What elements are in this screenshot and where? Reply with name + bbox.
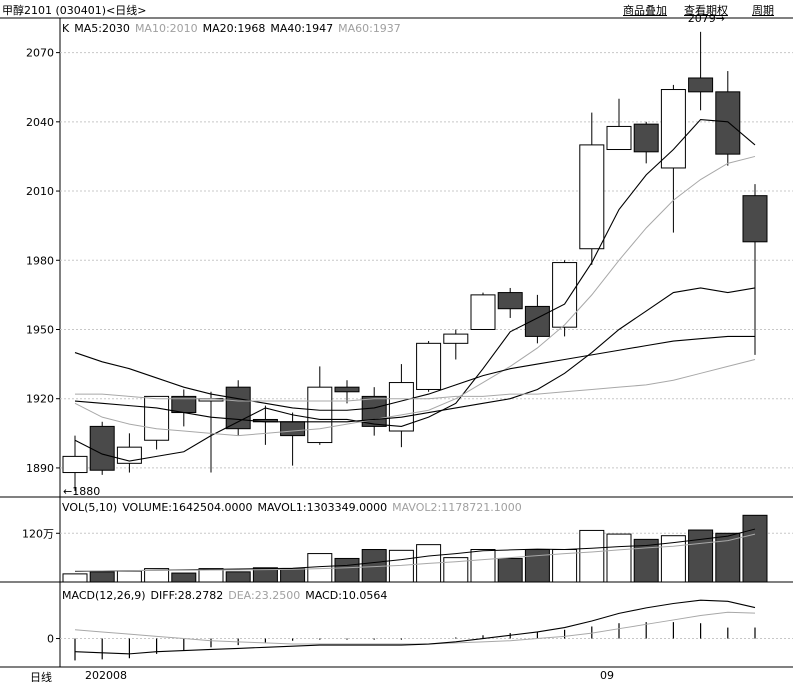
overlay-commodity-link[interactable]: 商品叠加: [623, 4, 667, 17]
volume-tick-label: 120万: [22, 527, 54, 540]
price-tick-label: 1890: [26, 462, 54, 475]
volume-legend-item-0: VOL(5,10): [62, 501, 118, 514]
volume-bar: [470, 549, 496, 583]
macd-legend-item-0: MACD(12,26,9): [62, 589, 146, 602]
volume-bar: [225, 571, 251, 583]
price-tick-label: 2040: [26, 116, 54, 129]
period-link[interactable]: 周期: [752, 4, 774, 17]
volume-legend: VOL(5,10) VOLUME:1642504.0000 MAVOL1:13033…: [62, 501, 527, 514]
volume-bar: [198, 568, 224, 583]
candle-up: [307, 386, 333, 444]
candle-down: [280, 421, 306, 437]
high-annotation: 2079→: [688, 12, 725, 25]
ma-line-ma5: [74, 118, 756, 462]
candle-up: [552, 262, 578, 328]
top-bar: 甲醇2101 (030401)<日线> 商品叠加 查看期权 周期: [0, 0, 793, 18]
volume-bar: [524, 549, 550, 583]
candle-down: [225, 386, 251, 430]
volume-bar: [144, 568, 170, 583]
period-label: 日线: [30, 670, 52, 682]
volume-legend-item-3: MAVOL2:1178721.1000: [392, 501, 522, 514]
price-tick-label: 2010: [26, 185, 54, 198]
ma-line-ma40: [74, 335, 755, 411]
main-legend-item-4: MA40:1947: [270, 22, 334, 35]
candle-up: [416, 342, 442, 390]
main-legend-item-5: MA60:1937: [338, 22, 401, 35]
macd-legend-item-3: MACD:10.0564: [305, 589, 388, 602]
main-legend-item-1: MA5:2030: [74, 22, 130, 35]
main-legend-item-0: K: [62, 22, 70, 35]
macd-legend-item-2: DEA:23.2500: [228, 589, 301, 602]
candle-up: [388, 382, 414, 432]
volume-bar: [497, 557, 523, 583]
volume-bar: [579, 529, 605, 583]
candle-down: [715, 91, 741, 155]
candle-down: [688, 77, 714, 93]
ma-line-ma60: [75, 358, 756, 402]
volume-bar: [742, 514, 768, 583]
volume-bar: [89, 571, 115, 583]
volume-bar: [252, 567, 278, 583]
candle-down: [497, 292, 523, 310]
dea-line: [74, 611, 756, 645]
candle-up: [579, 144, 605, 250]
candle-up: [470, 294, 496, 330]
candle-down: [524, 305, 550, 337]
volume-bar: [334, 557, 360, 583]
volume-bar: [62, 573, 88, 583]
ma-line-ma20: [74, 287, 756, 423]
main-legend-item-3: MA20:1968: [202, 22, 266, 35]
macd-zero-label: 0: [47, 633, 54, 646]
ma-line-ma10: [74, 155, 756, 437]
price-tick-label: 1950: [26, 323, 54, 336]
candle-up: [660, 89, 686, 169]
price-tick-label: 1920: [26, 393, 54, 406]
volume-bar: [688, 529, 714, 583]
volume-bar: [171, 572, 197, 583]
candle-down: [361, 395, 387, 427]
candle-down: [633, 123, 659, 153]
diff-line: [74, 599, 756, 655]
candle-up: [606, 125, 632, 151]
candle-up: [144, 395, 170, 441]
price-tick-label: 1980: [26, 254, 54, 267]
volume-bar: [307, 553, 333, 583]
macd-legend-item-1: DIFF:28.2782: [150, 589, 224, 602]
volume-legend-item-1: VOLUME:1642504.0000: [122, 501, 253, 514]
candle-down: [89, 425, 115, 471]
candle-down: [334, 386, 360, 393]
price-tick-label: 2070: [26, 47, 54, 60]
volume-legend-item-2: MAVOL1:1303349.0000: [257, 501, 388, 514]
date-label-start: 202008: [85, 669, 127, 682]
low-annotation: ←1880: [63, 485, 100, 498]
volume-bar: [116, 570, 142, 583]
candle-up: [62, 455, 88, 474]
volume-bar: [606, 533, 632, 583]
view-options-link[interactable]: 查看期权: [684, 4, 728, 17]
main-legend: K MA5:2030 MA10:2010 MA20:1968 MA40:1947 MA60…: [62, 22, 406, 35]
volume-bar: [280, 568, 306, 583]
candle-up: [443, 333, 469, 344]
main-legend-item-2: MA10:2010: [134, 22, 198, 35]
mavol2-line: [74, 533, 756, 572]
candle-down: [742, 195, 768, 243]
volume-bar: [633, 538, 659, 583]
date-label-month: 09: [600, 669, 614, 682]
macd-legend: MACD(12,26,9) DIFF:28.2782 DEA:23.2500 MACD…: [62, 589, 392, 602]
instrument-title: 甲醇2101 (030401)<日线>: [2, 4, 147, 17]
